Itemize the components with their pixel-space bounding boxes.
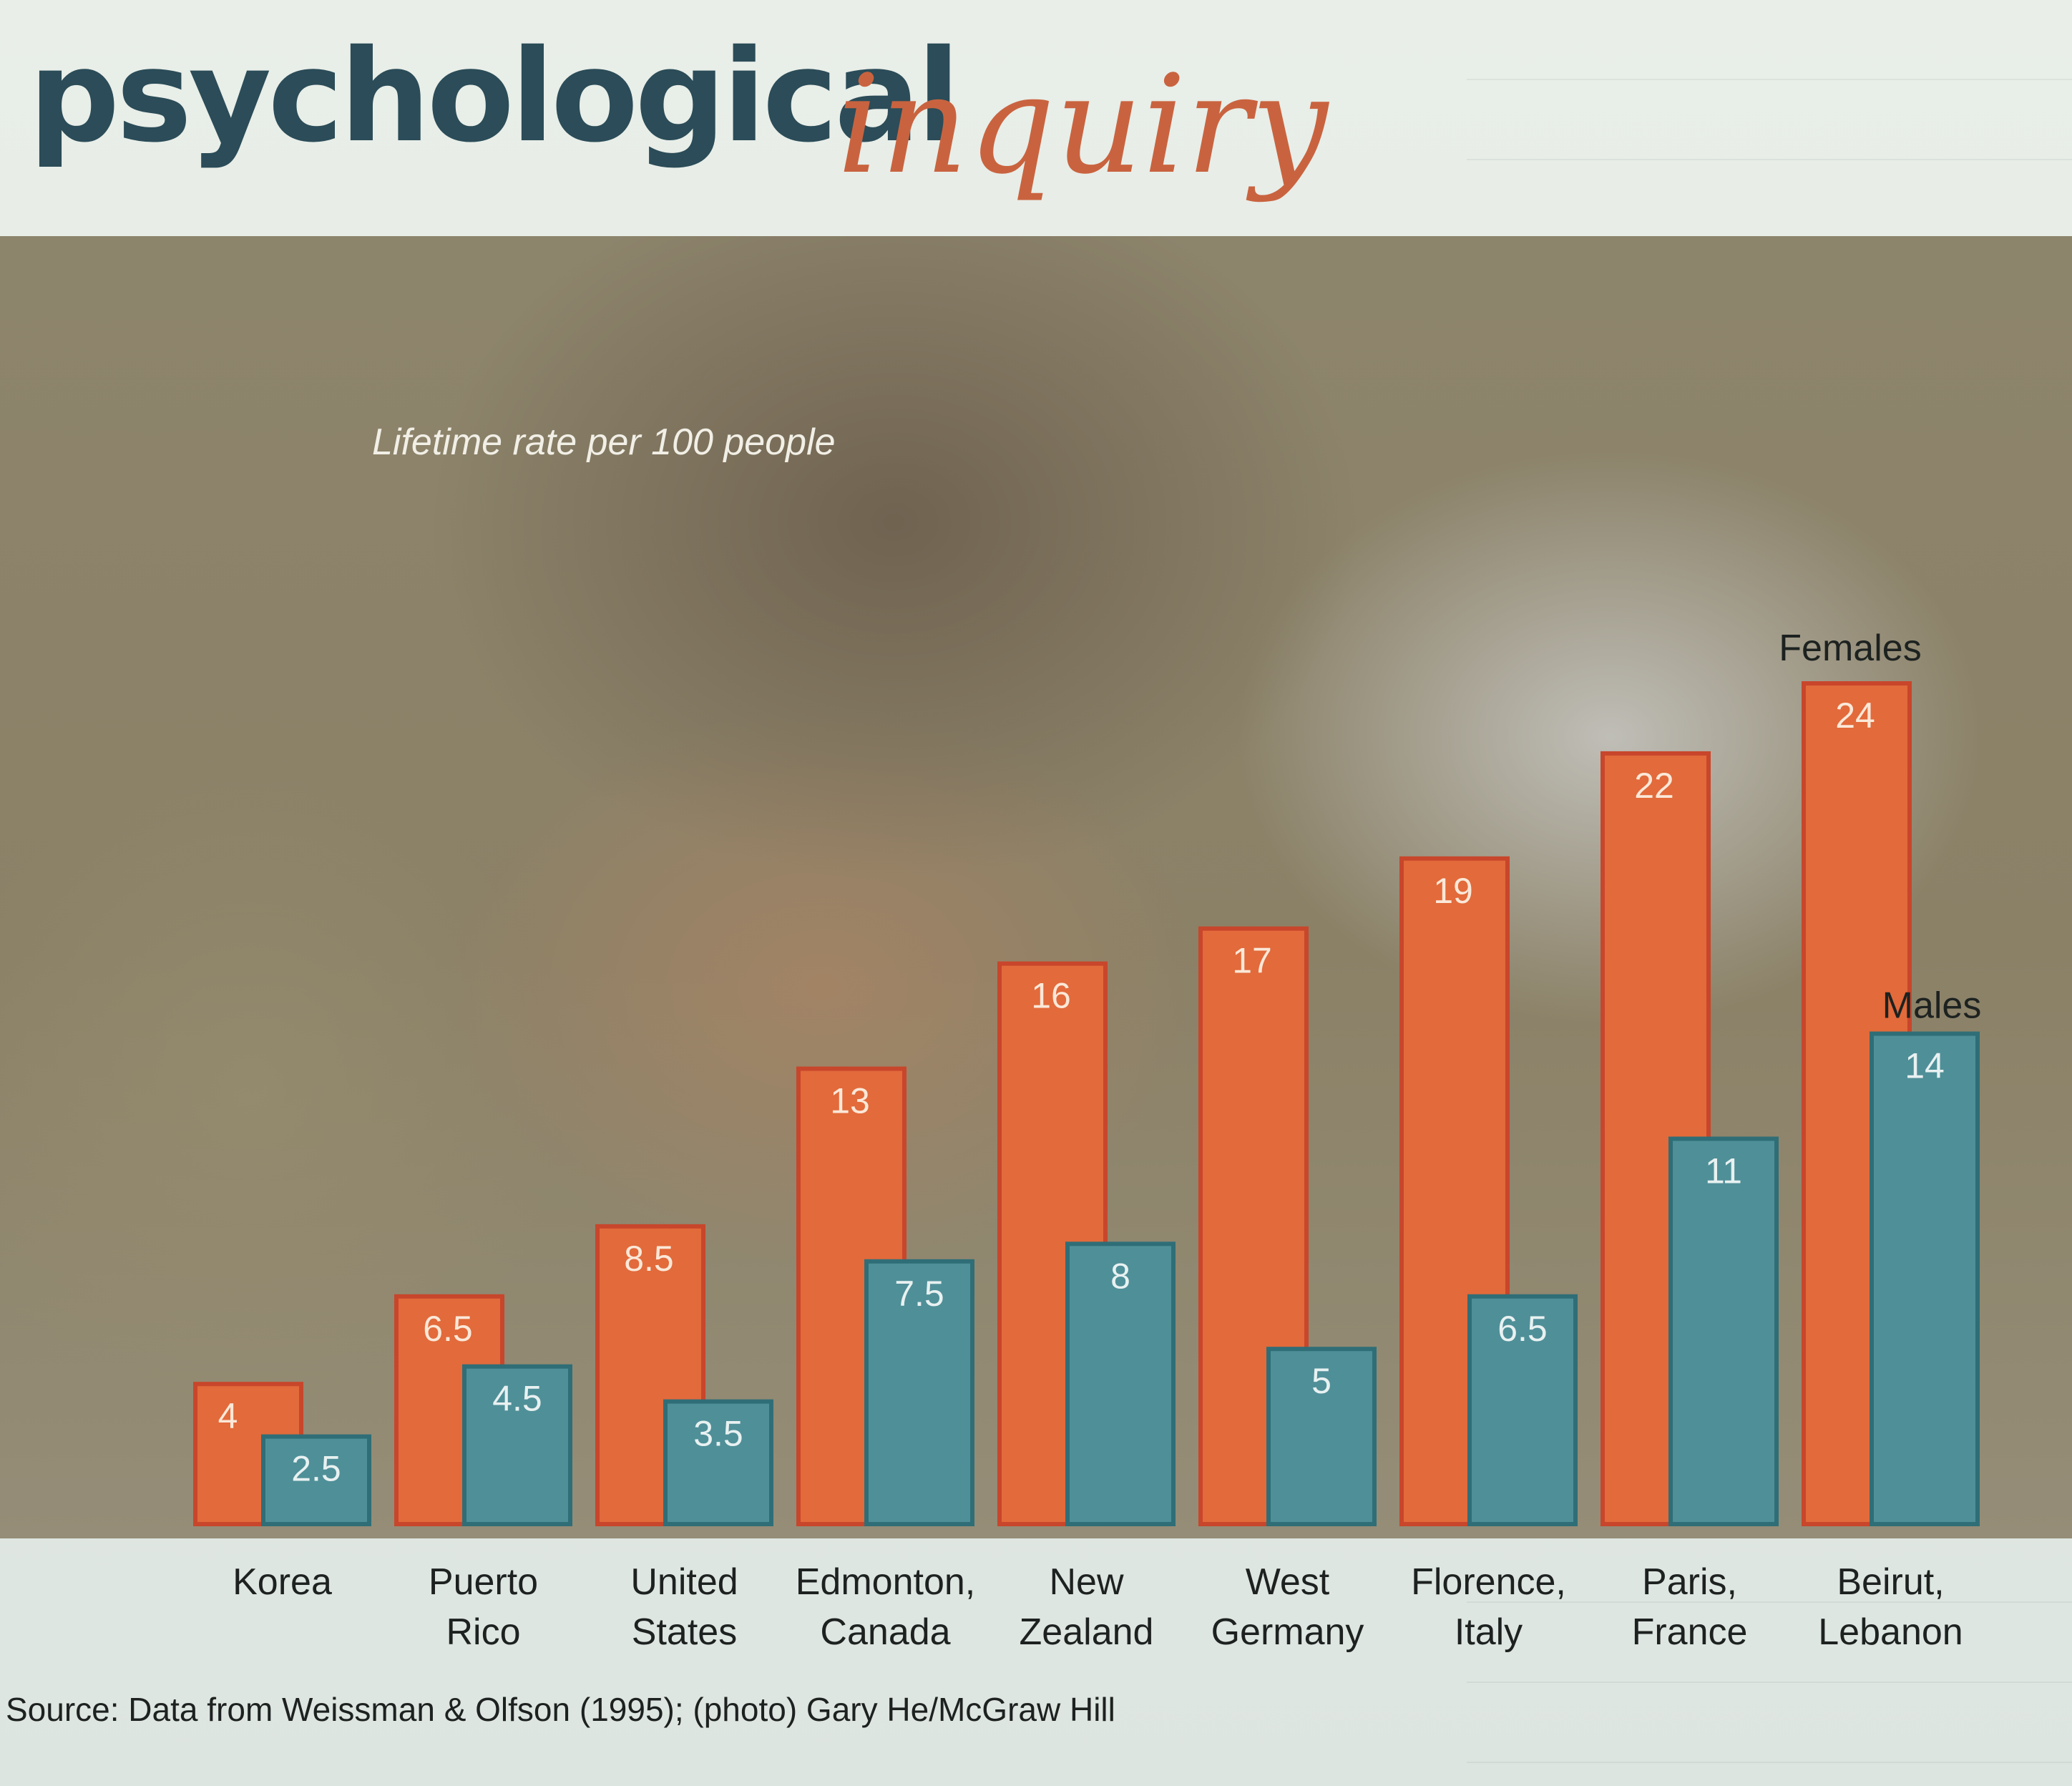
bar-males: [1467, 1294, 1578, 1527]
value-label-females: 24: [1835, 696, 1875, 736]
category-label-line: Paris,: [1642, 1561, 1737, 1603]
category-label: United States: [630, 1561, 738, 1653]
category-label-line: Korea: [233, 1561, 332, 1603]
category-label-line: Canada: [820, 1611, 950, 1653]
bar-males: [1065, 1241, 1176, 1527]
value-label-females: 8.5: [624, 1239, 674, 1279]
category-label-line: States: [632, 1611, 737, 1653]
category-label-line: West: [1246, 1561, 1330, 1603]
category-label-line: Edmonton,: [796, 1561, 976, 1603]
chart-title: Lifetime rate per 100 people: [372, 421, 836, 463]
category-label: Korea: [233, 1561, 332, 1603]
category-label-line: United: [630, 1561, 738, 1603]
category-label-line: Beirut,: [1837, 1561, 1944, 1603]
value-label-females: 6.5: [423, 1309, 473, 1349]
category-label-line: Lebanon: [1818, 1611, 1963, 1653]
bar-males: [1266, 1347, 1377, 1527]
category-label: Paris, France: [1632, 1561, 1748, 1653]
category-label-line: Zealand: [1020, 1611, 1154, 1653]
category-label-line: France: [1632, 1611, 1748, 1653]
category-label-line: New: [1049, 1561, 1123, 1603]
category-label: Beirut, Lebanon: [1818, 1561, 1963, 1653]
value-label-males: 3.5: [693, 1414, 743, 1454]
value-label-females: 13: [830, 1081, 870, 1121]
series-label-females: Females: [1779, 628, 1921, 669]
category-label-line: Italy: [1455, 1611, 1523, 1653]
value-label-males: 4.5: [492, 1379, 542, 1419]
value-label-females: 19: [1433, 871, 1473, 911]
category-label-line: Germany: [1211, 1611, 1364, 1653]
value-label-males: 2.5: [291, 1449, 341, 1489]
category-label: Puerto Rico: [429, 1561, 538, 1653]
bar-males: [261, 1434, 371, 1526]
bar-males: [1870, 1031, 1980, 1527]
value-label-males: 7.5: [894, 1274, 944, 1314]
value-labels-group: 4 2.5 6.5 4.5 8.5 3.5 13 7.5 16 8 17 5 19 6.5 22 11 24 14: [218, 696, 1945, 1489]
value-label-males: 11: [1705, 1151, 1742, 1191]
section-header: psychological inquiry: [29, 14, 1388, 236]
bar-males: [1668, 1136, 1779, 1527]
category-label: Florence, Italy: [1411, 1561, 1566, 1653]
header-title-main: psychological: [29, 22, 960, 170]
category-label-line: Puerto: [429, 1561, 538, 1603]
category-label-line: Florence,: [1411, 1561, 1566, 1603]
series-label-males: Males: [1882, 985, 1982, 1027]
header-title-accent: inquiry: [837, 46, 1329, 204]
bars-group: [193, 681, 1980, 1527]
category-label: West Germany: [1211, 1561, 1364, 1653]
value-label-males: 6.5: [1497, 1309, 1548, 1349]
category-label-line: Rico: [446, 1611, 520, 1653]
value-label-males: 5: [1311, 1361, 1331, 1401]
value-label-males: 14: [1905, 1046, 1945, 1086]
source-caption: Source: Data from Weissman & Olfson (199…: [6, 1691, 1115, 1728]
category-label: New Zealand: [1020, 1561, 1154, 1653]
value-label-males: 8: [1110, 1256, 1130, 1296]
value-label-females: 16: [1031, 976, 1071, 1016]
bar-males: [462, 1364, 572, 1526]
category-label: Edmonton, Canada: [796, 1561, 976, 1653]
value-label-females: 17: [1232, 941, 1272, 981]
bar-males: [663, 1399, 773, 1527]
category-labels-group: Korea Puerto Rico United States Edmonton, Cana…: [233, 1561, 1963, 1653]
series-labels-group: Females Males: [1779, 628, 1981, 1027]
value-label-females: 22: [1634, 766, 1674, 806]
bar-males: [864, 1259, 974, 1526]
value-label-females: 4: [218, 1396, 238, 1436]
